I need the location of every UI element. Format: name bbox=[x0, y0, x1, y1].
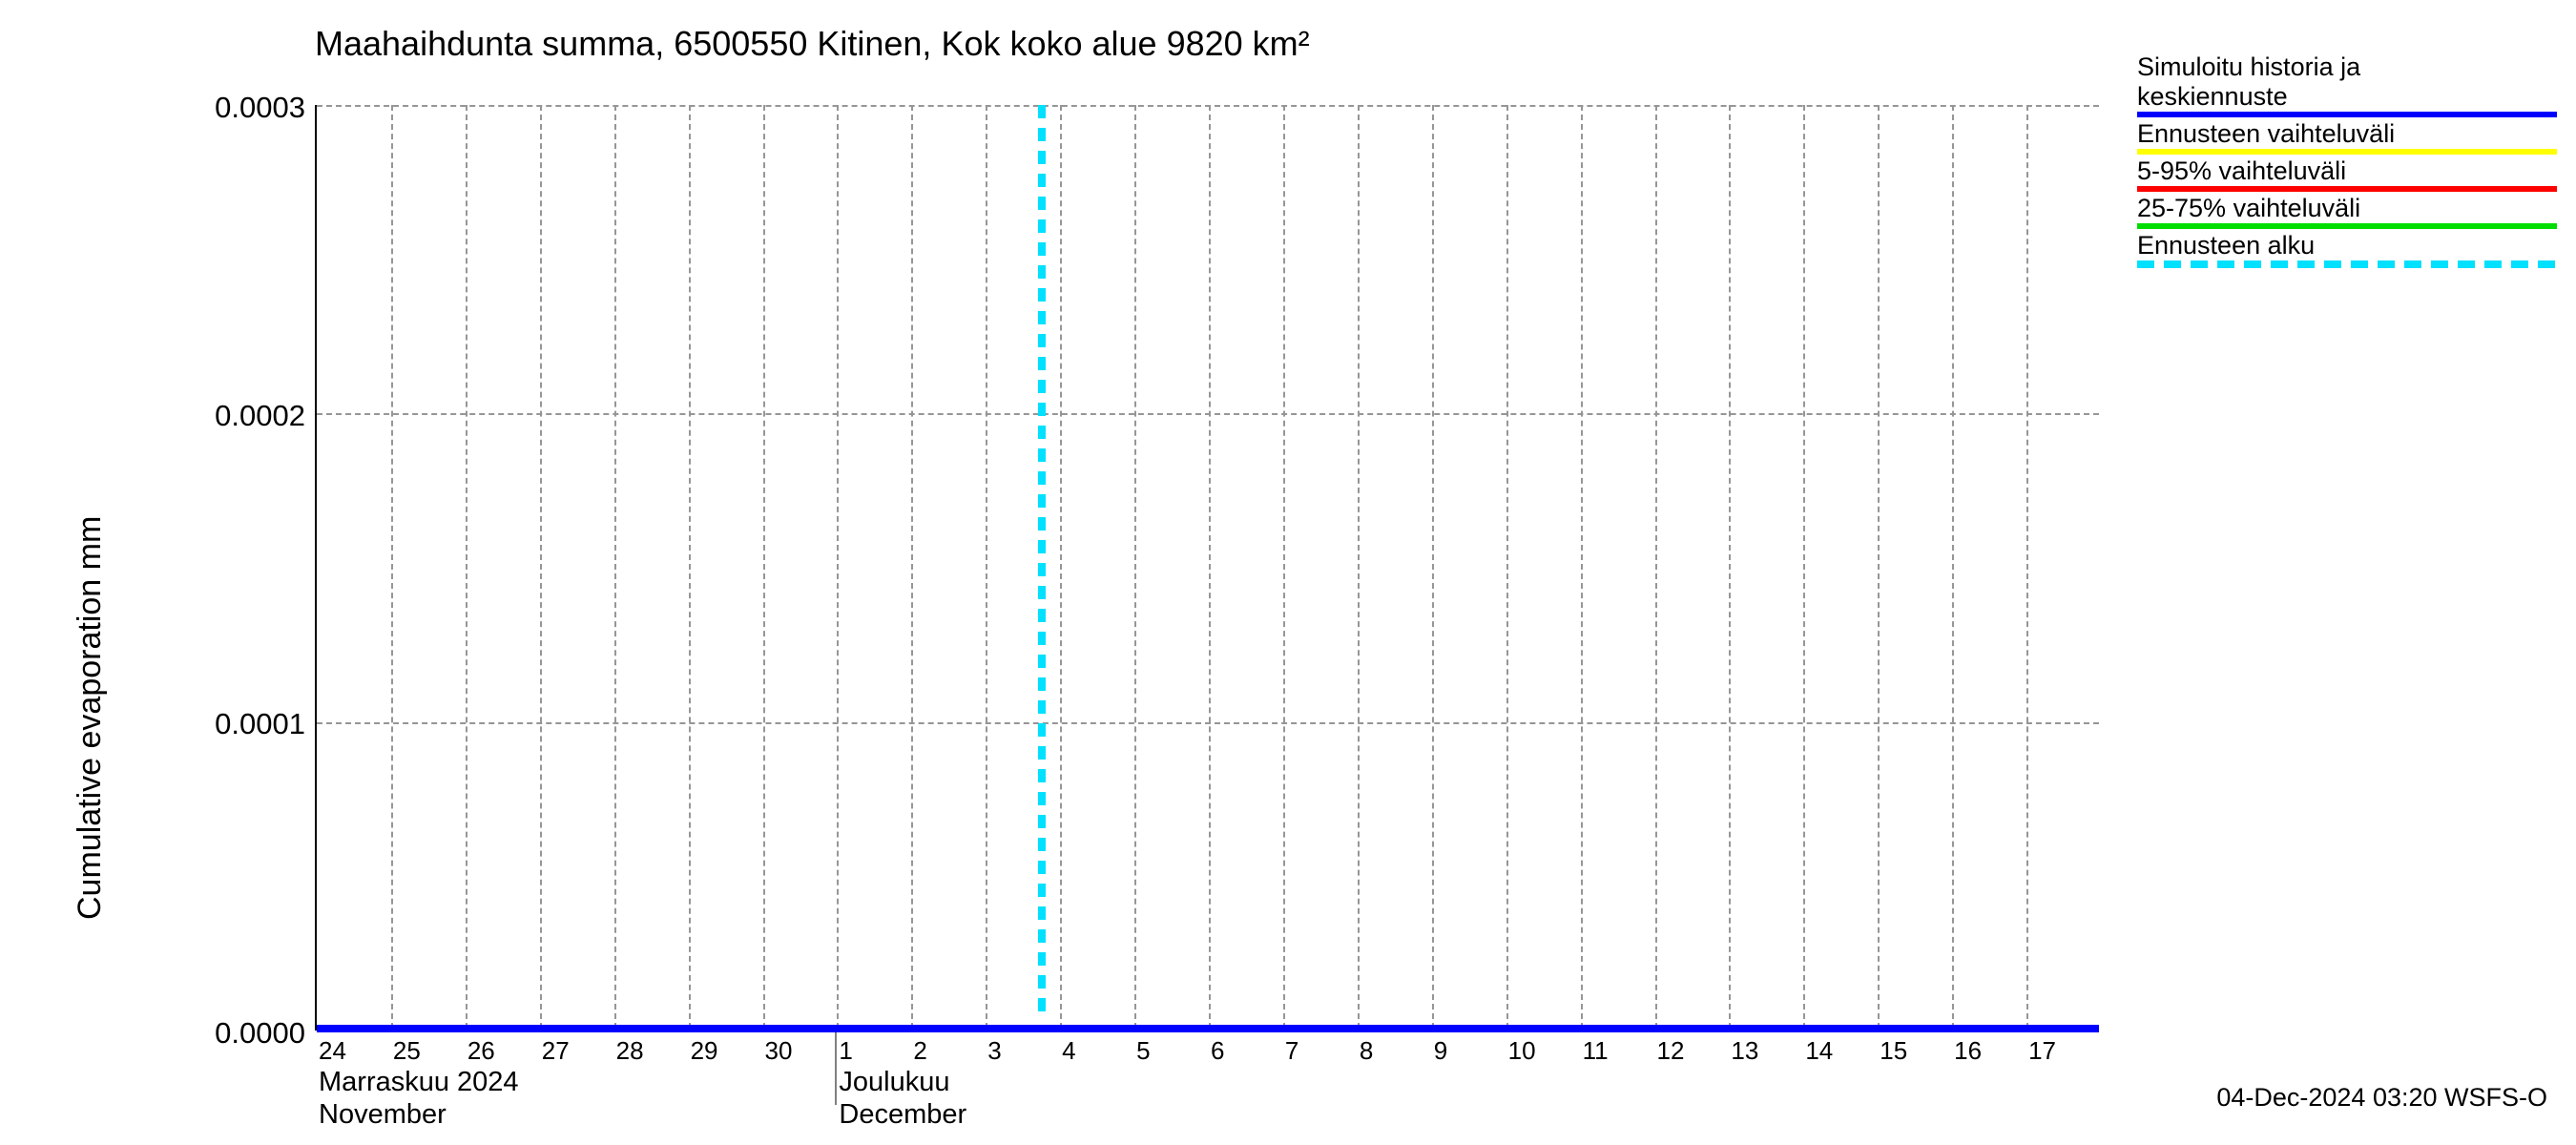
gridline-vertical bbox=[1209, 105, 1211, 1029]
x-tick-label: 15 bbox=[1880, 1036, 1907, 1066]
x-tick-label: 11 bbox=[1583, 1036, 1609, 1066]
y-tick-label: 0.0003 bbox=[172, 91, 305, 125]
x-tick-label: 14 bbox=[1805, 1036, 1833, 1066]
legend-swatch bbox=[2137, 260, 2557, 268]
x-tick-label: 17 bbox=[2028, 1036, 2056, 1066]
x-tick-label: 8 bbox=[1360, 1036, 1373, 1066]
gridline-vertical bbox=[391, 105, 393, 1029]
x-tick-label: 9 bbox=[1434, 1036, 1447, 1066]
x-tick-label: 6 bbox=[1211, 1036, 1224, 1066]
gridline-vertical bbox=[1803, 105, 1805, 1029]
gridline-horizontal bbox=[317, 105, 2099, 107]
x-tick-label: 7 bbox=[1285, 1036, 1298, 1066]
x-tick-label: 29 bbox=[691, 1036, 718, 1066]
chart-container: Maahaihdunta summa, 6500550 Kitinen, Kok… bbox=[0, 0, 2576, 1145]
x-tick-label: 4 bbox=[1062, 1036, 1075, 1066]
gridline-vertical bbox=[1952, 105, 1954, 1029]
x-tick-label: 28 bbox=[616, 1036, 644, 1066]
x-tick-label: 30 bbox=[765, 1036, 793, 1066]
legend-item: Ennusteen vaihteluväli bbox=[2137, 119, 2557, 155]
legend-text: 25-75% vaihteluväli bbox=[2137, 194, 2557, 223]
month-divider bbox=[835, 1030, 837, 1105]
gridline-horizontal bbox=[317, 722, 2099, 724]
y-tick-label: 0.0000 bbox=[172, 1016, 305, 1051]
gridline-vertical bbox=[1729, 105, 1731, 1029]
plot-area bbox=[315, 105, 2099, 1030]
legend-swatch bbox=[2137, 149, 2557, 155]
gridline-vertical bbox=[540, 105, 542, 1029]
legend-item: Simuloitu historia jakeskiennuste bbox=[2137, 52, 2557, 117]
gridline-vertical bbox=[614, 105, 616, 1029]
legend-swatch bbox=[2137, 223, 2557, 229]
gridline-vertical bbox=[1060, 105, 1062, 1029]
timestamp: 04-Dec-2024 03:20 WSFS-O bbox=[2216, 1083, 2547, 1113]
x-tick-label: 16 bbox=[1954, 1036, 1982, 1066]
y-tick-label: 0.0001 bbox=[172, 707, 305, 741]
month-label: Joulukuu bbox=[839, 1067, 949, 1098]
forecast-start-line bbox=[1038, 105, 1046, 1029]
gridline-vertical bbox=[1432, 105, 1434, 1029]
legend-text: Ennusteen vaihteluväli bbox=[2137, 119, 2557, 149]
gridline-vertical bbox=[1878, 105, 1880, 1029]
x-tick-label: 5 bbox=[1136, 1036, 1150, 1066]
y-axis-label: Cumulative evaporation mm bbox=[72, 515, 109, 919]
x-tick-label: 3 bbox=[987, 1036, 1001, 1066]
gridline-vertical bbox=[1283, 105, 1285, 1029]
legend: Simuloitu historia jakeskiennusteEnnuste… bbox=[2137, 52, 2557, 270]
x-tick-label: 27 bbox=[542, 1036, 570, 1066]
x-tick-label: 13 bbox=[1731, 1036, 1758, 1066]
gridline-vertical bbox=[689, 105, 691, 1029]
gridline-vertical bbox=[1506, 105, 1508, 1029]
y-tick-label: 0.0002 bbox=[172, 399, 305, 433]
series-main-line bbox=[317, 1025, 2099, 1032]
x-tick-label: 1 bbox=[839, 1036, 852, 1066]
gridline-vertical bbox=[1655, 105, 1657, 1029]
gridline-vertical bbox=[837, 105, 839, 1029]
legend-item: 5-95% vaihteluväli bbox=[2137, 156, 2557, 192]
month-label: December bbox=[839, 1099, 966, 1131]
month-label: November bbox=[319, 1099, 447, 1131]
legend-swatch bbox=[2137, 186, 2557, 192]
legend-text: 5-95% vaihteluväli bbox=[2137, 156, 2557, 186]
legend-text: Ennusteen alku bbox=[2137, 231, 2557, 260]
legend-text: keskiennuste bbox=[2137, 82, 2557, 112]
gridline-vertical bbox=[911, 105, 913, 1029]
x-tick-label: 25 bbox=[393, 1036, 421, 1066]
legend-item: Ennusteen alku bbox=[2137, 231, 2557, 268]
gridline-vertical bbox=[1134, 105, 1136, 1029]
x-tick-label: 26 bbox=[467, 1036, 495, 1066]
chart-title: Maahaihdunta summa, 6500550 Kitinen, Kok… bbox=[315, 24, 1310, 64]
x-tick-label: 10 bbox=[1508, 1036, 1536, 1066]
x-tick-label: 2 bbox=[913, 1036, 926, 1066]
gridline-horizontal bbox=[317, 413, 2099, 415]
gridline-vertical bbox=[2026, 105, 2028, 1029]
legend-swatch bbox=[2137, 112, 2557, 117]
gridline-vertical bbox=[986, 105, 987, 1029]
gridline-vertical bbox=[1358, 105, 1360, 1029]
gridline-vertical bbox=[763, 105, 765, 1029]
legend-text: Simuloitu historia ja bbox=[2137, 52, 2557, 82]
month-label: Marraskuu 2024 bbox=[319, 1067, 519, 1098]
gridline-vertical bbox=[466, 105, 467, 1029]
x-tick-label: 24 bbox=[319, 1036, 346, 1066]
gridline-vertical bbox=[1581, 105, 1583, 1029]
x-tick-label: 12 bbox=[1657, 1036, 1685, 1066]
legend-item: 25-75% vaihteluväli bbox=[2137, 194, 2557, 229]
